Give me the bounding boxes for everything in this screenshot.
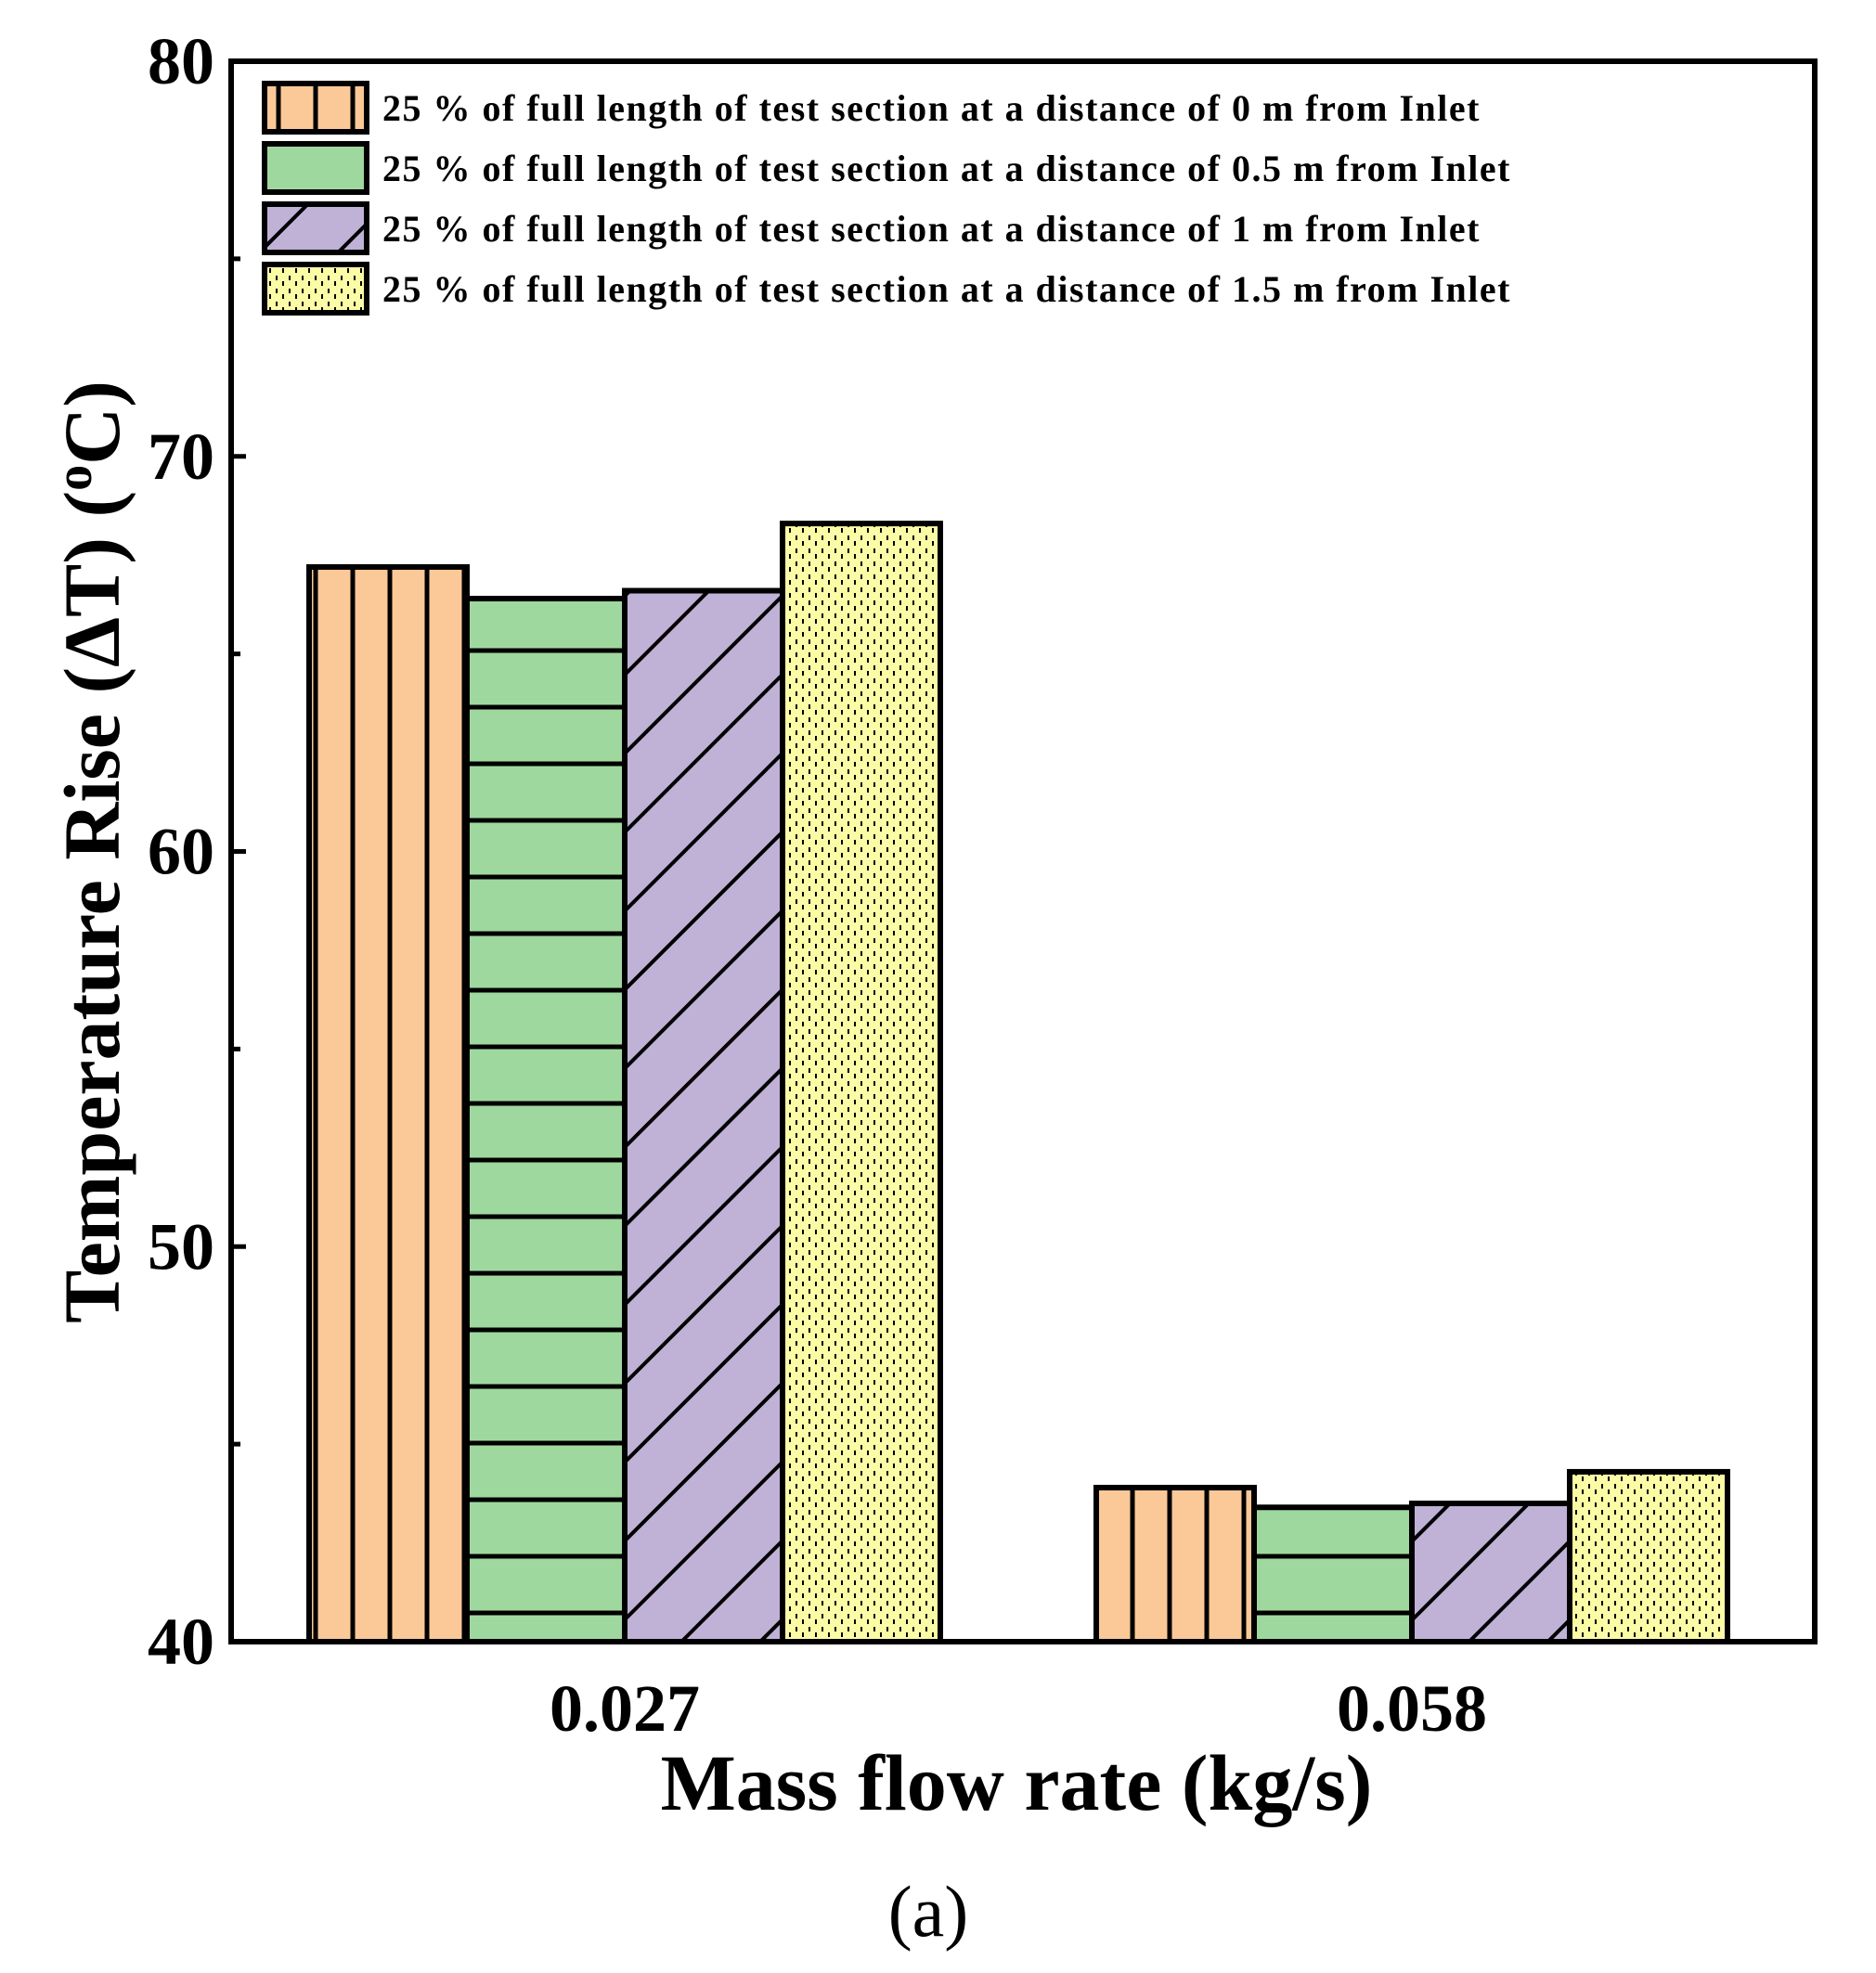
y-axis-title: Temperature Rise (ΔT) (oC)	[45, 380, 136, 1323]
bar-series-2-cat-1	[464, 596, 627, 1644]
x-axis-title: Mass flow rate (kg/s)	[661, 1738, 1373, 1827]
y-tick-label-60: 60	[148, 815, 214, 889]
bar-series-4-cat-1	[780, 521, 943, 1645]
bar-series-1-cat-2	[1093, 1484, 1257, 1645]
bar-series-3-cat-2	[1409, 1500, 1572, 1645]
y-tick-label-70: 70	[148, 419, 214, 494]
bar-series-2-cat-2	[1251, 1504, 1415, 1644]
legend-swatch-3	[262, 201, 369, 255]
bars-layer	[306, 521, 1730, 1645]
bar-series-1-cat-1	[306, 563, 470, 1645]
bar-series-4-cat-2	[1567, 1468, 1730, 1644]
bar-series-3-cat-1	[622, 587, 785, 1644]
y-tick-label-40: 40	[148, 1605, 214, 1679]
y-tick-label-50: 50	[148, 1209, 214, 1283]
x-tick-label-0.058: 0.058	[1337, 1671, 1487, 1746]
y-axis-ticks	[231, 58, 246, 1644]
x-tick-label-0.027: 0.027	[550, 1671, 700, 1746]
x-axis-tick-labels: 0.027 0.058	[550, 1671, 1487, 1746]
y-axis-title-degree-superscript: o	[45, 465, 103, 491]
legend-label-1: 25 % of full length of test section at a…	[382, 87, 1481, 129]
legend-label-3: 25 % of full length of test section at a…	[382, 208, 1481, 250]
legend-swatch-2	[262, 141, 369, 195]
y-axis-title-main: Temperature Rise (ΔT) (	[47, 491, 136, 1323]
legend-swatch-4	[262, 262, 369, 316]
legend-label-4: 25 % of full length of test section at a…	[382, 268, 1511, 310]
y-axis-title-unit: C)	[47, 380, 136, 465]
y-axis-tick-labels: 40 50 60 70 80	[148, 24, 214, 1679]
figure-caption: (a)	[888, 1871, 969, 1952]
y-tick-label-80: 80	[148, 24, 214, 98]
legend-swatch-1	[262, 81, 369, 135]
legend-label-2: 25 % of full length of test section at a…	[382, 148, 1511, 189]
legend: 25 % of full length of test section at a…	[262, 81, 1511, 316]
